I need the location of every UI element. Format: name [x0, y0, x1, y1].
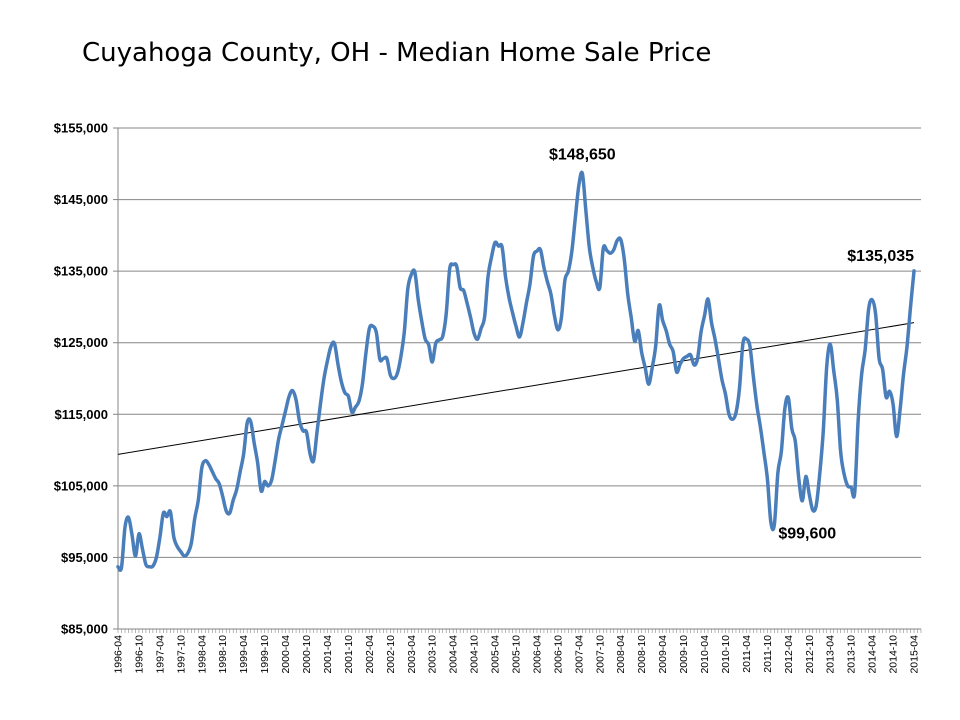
x-tick-labels: 1996-04 1996-10 1997-04 1997-10 1998-04 1998-…: [113, 635, 921, 674]
x-tick-label: 2004-04: [448, 635, 460, 674]
x-tick-label: 2007-10: [594, 635, 606, 674]
y-tick-labels: $85,000 $95,000 $105,000 $115,000 $125,000 $1…: [54, 121, 108, 637]
x-tick-label: 2005-10: [511, 635, 523, 674]
chart-title: Cuyahoga County, OH - Median Home Sale P…: [82, 38, 712, 68]
y-tick-label: $145,000: [54, 192, 108, 207]
x-tick-label: 2012-04: [783, 635, 795, 674]
x-tick-label: 2009-10: [678, 635, 690, 674]
axes: [113, 127, 922, 633]
x-tick-label: 2006-04: [531, 635, 543, 674]
y-tick-label: $85,000: [61, 622, 108, 637]
x-tick-label: 1996-04: [113, 635, 125, 674]
x-tick-label: 2010-10: [720, 635, 732, 674]
x-tick-label: 2008-04: [615, 635, 627, 674]
annotations: $148,650 $135,035 $99,600: [549, 146, 914, 542]
x-tick-label: 2002-10: [385, 635, 397, 674]
x-tick-label: 1999-10: [259, 635, 271, 674]
x-tick-label: 2010-04: [699, 635, 711, 674]
x-tick-label: 2005-04: [490, 635, 502, 674]
y-tick-label: $105,000: [54, 478, 108, 493]
trendline-layer: [117, 322, 915, 455]
x-tick-label: 2001-04: [322, 635, 334, 674]
x-tick-label: 2007-04: [573, 635, 585, 674]
y-tick-label: $95,000: [61, 550, 108, 565]
series-layer: [116, 170, 916, 572]
x-tick-label: 2003-04: [406, 635, 418, 674]
x-tick-label: 2006-10: [552, 635, 564, 674]
y-tick-label: $115,000: [54, 407, 108, 422]
x-tick-label: 1998-10: [217, 635, 229, 674]
x-tick-label: 2002-04: [364, 635, 376, 674]
trendline: [117, 322, 915, 455]
series-line: [116, 170, 916, 572]
x-tick-label: 2003-10: [427, 635, 439, 674]
x-tick-label: 2004-10: [469, 635, 481, 674]
x-tick-label: 2012-10: [804, 635, 816, 674]
x-tick-label: 1997-10: [175, 635, 187, 674]
x-tick-label: 2001-10: [343, 635, 355, 674]
x-tick-label: 2014-04: [867, 635, 879, 674]
y-tick-label: $155,000: [54, 121, 108, 136]
x-tick-label: 2011-10: [762, 635, 774, 673]
y-tick-label: $125,000: [54, 335, 108, 350]
x-tick-label: 1998-04: [196, 635, 208, 674]
x-tick-label: 2000-10: [301, 635, 313, 674]
x-tick-label: 2009-04: [657, 635, 669, 674]
x-tick-label: 2000-04: [280, 635, 292, 674]
x-tick-label: 2008-10: [636, 635, 648, 674]
data-label: $135,035: [847, 248, 914, 265]
x-tick-label: 2011-04: [741, 635, 753, 673]
x-tick-label: 1996-10: [133, 635, 145, 674]
x-tick-label: 2013-10: [846, 635, 858, 674]
x-tick-label: 2015-04: [909, 635, 921, 674]
x-tick-label: 2013-04: [825, 635, 837, 674]
data-label: $99,600: [778, 526, 836, 543]
x-tick-label: 1999-04: [238, 635, 250, 674]
x-tick-label: 1997-04: [154, 635, 166, 674]
gridlines: [118, 127, 921, 558]
x-tick-label: 2014-10: [888, 635, 900, 674]
data-label: $148,650: [549, 146, 616, 163]
y-tick-label: $135,000: [54, 264, 108, 279]
